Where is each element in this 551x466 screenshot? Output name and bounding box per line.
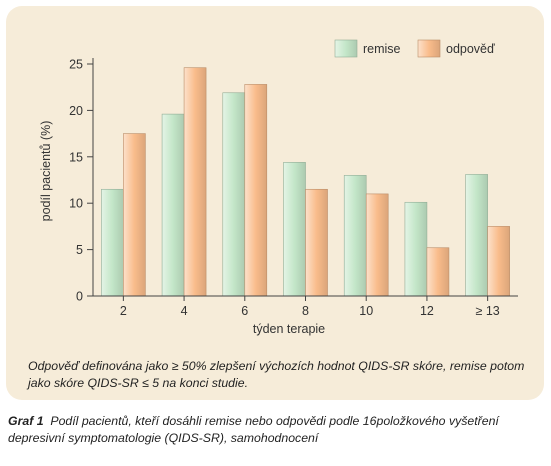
y-axis: 0 5 10 15 20 25 — [69, 58, 94, 304]
caption-label: Graf 1 — [8, 414, 44, 428]
caption-text: Podíl pacientů, kteří dosáhli remise neb… — [8, 414, 499, 445]
bar-odpoved — [183, 67, 207, 297]
bar-remise — [283, 162, 306, 297]
legend-swatch — [417, 39, 441, 58]
chart-bars — [101, 67, 510, 297]
bar-odpoved — [305, 188, 328, 297]
x-tick-label: ≥ 13 — [476, 304, 500, 318]
legend-label: remise — [363, 42, 401, 56]
x-tick-label: 4 — [181, 304, 188, 318]
legend-swatch — [334, 39, 358, 58]
bar-odpoved — [244, 84, 268, 297]
y-tick-label: 15 — [69, 150, 83, 164]
x-tick-label: 12 — [420, 304, 434, 318]
y-tick-label: 5 — [76, 243, 83, 257]
bar-remise — [101, 188, 124, 297]
figure-panel: remise odpověď 0 5 10 15 20 25 2 4 6 8 10 12 ≥ 13 po… — [6, 6, 544, 400]
bar-remise — [161, 113, 185, 297]
y-tick-label: 20 — [69, 104, 83, 118]
bar-odpoved — [365, 193, 389, 297]
bar-chart: remise odpověď 0 5 10 15 20 25 2 4 6 8 10 12 ≥ 13 po… — [39, 39, 518, 336]
bar-odpoved — [123, 133, 146, 297]
bar-remise — [343, 175, 367, 297]
bar-remise — [222, 92, 246, 297]
bar-remise — [404, 201, 428, 297]
x-tick-label: 2 — [120, 304, 127, 318]
x-axis-title: týden terapie — [253, 322, 325, 336]
bar-odpoved — [426, 247, 450, 297]
y-tick-label: 0 — [76, 290, 83, 304]
y-tick-label: 25 — [69, 58, 83, 72]
bar-remise — [465, 174, 488, 297]
bar-odpoved — [487, 226, 510, 297]
x-tick-label: 8 — [302, 304, 309, 318]
chart-legend: remise odpověď — [334, 39, 495, 58]
x-tick-label: 6 — [241, 304, 248, 318]
x-axis: 2 4 6 8 10 12 ≥ 13 — [93, 295, 518, 318]
chart-footnote: Odpověď definována jako ≥ 50% zlepšení v… — [28, 359, 525, 390]
y-axis-title: podíl pacientů (%) — [39, 121, 53, 222]
x-tick-label: 10 — [359, 304, 373, 318]
figure-caption: Graf 1 Podíl pacientů, kteří dosáhli rem… — [8, 413, 543, 447]
legend-label: odpověď — [446, 42, 495, 56]
y-tick-label: 10 — [69, 197, 83, 211]
